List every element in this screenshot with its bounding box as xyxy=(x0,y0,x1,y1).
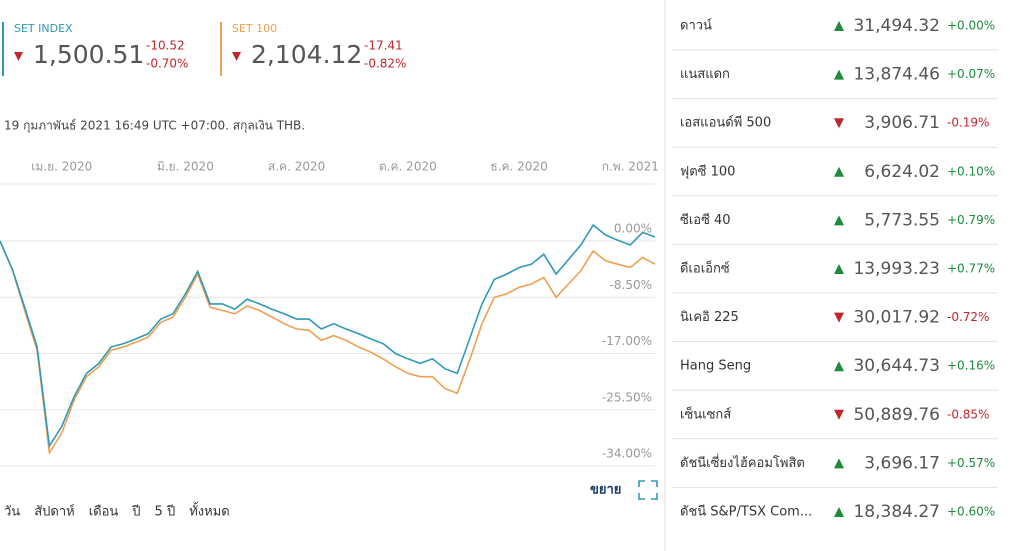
expand-button[interactable]: ขยาย xyxy=(590,483,621,498)
market-value: 5,773.55 xyxy=(864,210,940,230)
market-name[interactable]: เอสแอนด์พี 500 xyxy=(680,115,771,131)
market-name[interactable]: เซ็นเซกส์ xyxy=(680,404,731,422)
market-name[interactable]: แนสแดก xyxy=(680,67,730,82)
down-arrow xyxy=(834,409,844,420)
series-line xyxy=(0,223,656,449)
series-line xyxy=(0,240,656,456)
quote-price: 2,104.12 xyxy=(251,40,362,69)
y-tick-label: -17.00% xyxy=(602,334,652,348)
market-name[interactable]: ซีเอซี 40 xyxy=(680,212,731,228)
market-change: +0.79% xyxy=(947,213,995,227)
range-button[interactable]: สัปดาห์ xyxy=(34,504,75,520)
market-value: 13,874.46 xyxy=(853,65,940,85)
market-name[interactable]: ดัชนี S&P/TSX Com... xyxy=(680,504,812,520)
market-change: +0.07% xyxy=(947,67,995,81)
market-change: +0.00% xyxy=(947,19,995,33)
market-change: -0.85% xyxy=(947,407,989,421)
market-name[interactable]: ดาวน์ xyxy=(680,18,712,34)
x-tick-label: เม.ย. 2020 xyxy=(31,160,92,174)
market-value: 6,624.02 xyxy=(864,162,940,182)
up-arrow xyxy=(834,361,844,372)
y-tick-label: -34.00% xyxy=(602,447,652,461)
quote-change: -17.41 xyxy=(364,39,403,53)
market-name[interactable]: Hang Seng xyxy=(680,359,751,374)
quote-change-pct: -0.82% xyxy=(364,57,406,71)
up-arrow xyxy=(834,507,844,517)
market-value: 50,889.76 xyxy=(853,405,940,425)
up-arrow xyxy=(834,215,844,226)
up-arrow xyxy=(834,166,844,177)
down-arrow xyxy=(232,52,241,61)
x-tick-label: ต.ค. 2020 xyxy=(379,160,437,174)
market-name[interactable]: ดีเอเอ็กซ์ xyxy=(680,259,730,277)
market-change: +0.60% xyxy=(947,505,995,519)
market-change: +0.16% xyxy=(947,359,995,373)
up-arrow xyxy=(834,69,844,80)
up-arrow xyxy=(834,458,844,469)
x-tick-label: ส.ค. 2020 xyxy=(268,160,325,174)
market-name[interactable]: ฟุตซี 100 xyxy=(680,163,735,179)
up-arrow xyxy=(834,21,844,31)
timestamp-note: 19 กุมภาพันธ์ 2021 16:49 UTC +07:00. สกุ… xyxy=(4,119,305,134)
market-change: +0.57% xyxy=(947,456,995,470)
quote-price: 1,500.51 xyxy=(33,40,144,69)
y-tick-label: -8.50% xyxy=(610,278,652,292)
market-value: 18,384.27 xyxy=(853,502,940,522)
down-arrow xyxy=(834,312,844,323)
x-tick-label: มิ.ย. 2020 xyxy=(157,160,214,174)
market-change: -0.19% xyxy=(947,116,989,130)
expand-icon[interactable] xyxy=(638,480,658,500)
down-arrow xyxy=(14,52,23,61)
quote-change: -10.52 xyxy=(146,39,185,53)
quote-name: SET 100 xyxy=(232,22,277,35)
range-button[interactable]: ปี xyxy=(131,504,140,520)
market-change: -0.72% xyxy=(947,310,989,324)
market-name[interactable]: นิเคอิ 225 xyxy=(680,310,739,325)
x-tick-label: ก.พ. 2021 xyxy=(602,160,659,174)
range-button[interactable]: ทั้งหมด xyxy=(189,502,230,520)
y-tick-label: -25.50% xyxy=(602,390,652,404)
market-value: 13,993.23 xyxy=(853,259,940,279)
market-change: +0.10% xyxy=(947,164,995,178)
market-value: 3,696.17 xyxy=(864,453,940,473)
range-button[interactable]: 5 ปี xyxy=(155,504,176,520)
quote-change-pct: -0.70% xyxy=(146,57,188,71)
range-button[interactable]: เดือน xyxy=(89,504,119,520)
quote-name: SET INDEX xyxy=(14,22,73,35)
up-arrow xyxy=(834,264,844,274)
market-name[interactable]: ดัชนีเซี่ยงไฮ้คอมโพสิต xyxy=(680,454,805,471)
range-button[interactable]: วัน xyxy=(4,505,20,520)
market-value: 31,494.32 xyxy=(853,16,940,36)
market-value: 30,644.73 xyxy=(853,356,940,376)
x-tick-label: ธ.ค. 2020 xyxy=(490,160,547,174)
market-change: +0.77% xyxy=(947,262,995,276)
down-arrow xyxy=(834,118,844,129)
market-value: 3,906.71 xyxy=(864,113,940,133)
market-value: 30,017.92 xyxy=(853,308,940,328)
